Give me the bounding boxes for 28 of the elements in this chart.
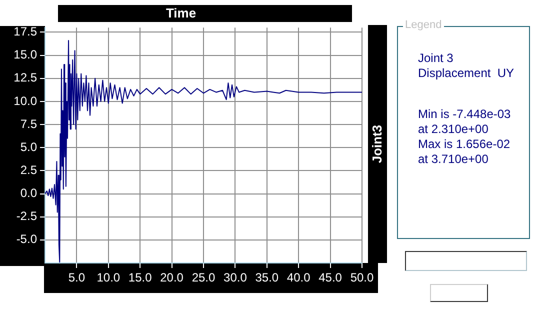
- text: at 3.710e+00: [418, 152, 490, 167]
- y-tick-label: 2.5: [20, 163, 38, 177]
- x-tick-label: 50.0: [350, 270, 374, 285]
- text: Joint 3 Displacement UY: [418, 51, 516, 81]
- x-tick-label: 45.0: [318, 270, 342, 285]
- x-tick-label: 35.0: [255, 270, 279, 285]
- legend-title: Legend: [403, 19, 444, 31]
- y-tick-label: 15.0: [14, 48, 38, 62]
- x-tick-label: 40.0: [286, 270, 311, 285]
- y-axis-title: Joint3: [370, 124, 384, 164]
- x-tick-label: 30.0: [224, 270, 248, 285]
- x-tick-label: 15.0: [128, 270, 152, 285]
- y-tick-label: -5.0: [16, 232, 38, 246]
- text: Min is -7.448e-03: [418, 107, 512, 122]
- y-tick-label: 10.0: [14, 94, 38, 108]
- chart-title: Time: [166, 5, 196, 20]
- y-tick-label: -2.5: [16, 209, 38, 224]
- y-tick-label: 0.0: [20, 186, 38, 200]
- x-tick-label: 10.0: [96, 270, 120, 285]
- x-tick-label: 25.0: [192, 270, 216, 285]
- y-tick-label: 7.5: [20, 116, 38, 131]
- y-tick-label: 17.5: [14, 24, 38, 39]
- x-tick-label: 20.0: [160, 270, 184, 285]
- y-tick-label: 12.5: [14, 70, 38, 85]
- y-tick-label: 5.0: [20, 140, 38, 154]
- text: at 2.310e+00: [418, 122, 490, 137]
- x-tick-label: 5.0: [68, 270, 86, 285]
- text: Max is 1.656e-02: [418, 137, 512, 152]
